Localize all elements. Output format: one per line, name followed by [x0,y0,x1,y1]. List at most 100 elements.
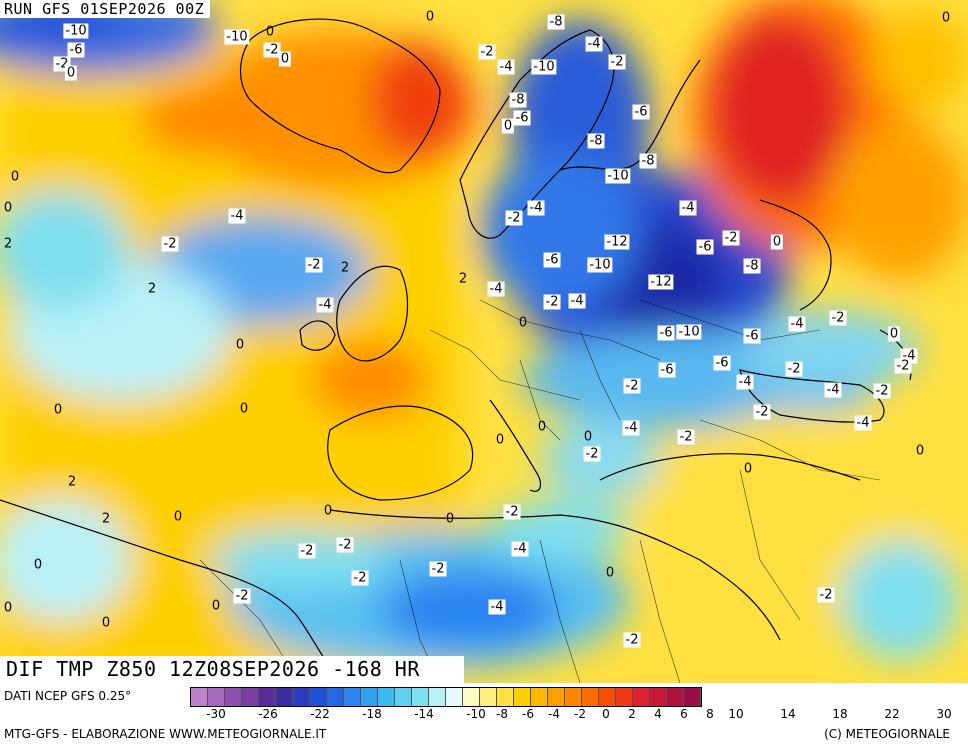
isoline-value-label: -10 [224,29,250,45]
isoline-value-label: -4 [568,293,586,309]
color-swatch [378,688,395,706]
isoline-value-label: -4 [622,420,640,436]
isoline-value-label: -4 [585,36,603,52]
color-scale-tick: -8 [496,707,508,721]
color-swatch [395,688,412,706]
isoline-value-label: -2 [298,543,316,559]
isoline-value-label: -2 [623,632,641,648]
isoline-value-label: 0 [495,432,505,448]
color-swatch [667,688,684,706]
color-scale-tick: 6 [680,707,688,721]
color-scale-tick: -10 [466,707,486,721]
color-swatch [548,688,565,706]
isoline-value-label: -6 [743,328,761,344]
isoline-value-label: -2 [503,504,521,520]
isoline-value-label: -2 [829,310,847,326]
isoline-value-label: -2 [608,54,626,70]
color-scale-tick: 22 [884,707,900,721]
isoline-value-label: 0 [425,9,435,25]
isoline-value-label: 0 [101,615,111,631]
isoline-value-label: -6 [632,104,650,120]
isoline-value-label: 0 [173,509,183,525]
color-scale-tick: 8 [706,707,714,721]
isoline-value-label: 2 [101,511,111,527]
color-scale-ticks: -30 -26 -22 -18 -14 -10 -8 -6 -4 -2 0 2 4 6 8 10 14 18 22 3… [190,707,967,723]
color-swatch [599,688,616,706]
isoline-value-label: -8 [743,258,761,274]
color-swatch [242,688,259,706]
isoline-value-label: -2 [785,361,803,377]
isoline-value-label: 0 [605,565,615,581]
isoline-value-label: -2 [894,358,912,374]
isoline-value-label: -4 [487,281,505,297]
color-scale-tick: -2 [574,707,586,721]
isoline-value-label: 0 [10,169,20,185]
isoline-value-label: 2 [67,474,77,490]
color-swatch [446,688,463,706]
map-canvas [0,0,968,684]
isoline-value-label: -2 [623,378,641,394]
isoline-value-label: 0 [941,10,951,26]
color-swatch [463,688,480,706]
color-swatch [191,688,208,706]
color-scale-tick: 0 [602,707,610,721]
isoline-value-label: 0 [887,326,901,342]
color-scale-tick: -22 [310,707,330,721]
isoline-value-label: -10 [605,168,631,184]
color-swatch [582,688,599,706]
isoline-value-label: -4 [316,297,334,313]
isoline-value-label: 0 [501,118,515,134]
color-scale-tick: 4 [654,707,662,721]
isoline-value-label: -8 [547,14,565,30]
isoline-value-label: 0 [583,429,593,445]
isoline-value-label: -4 [854,415,872,431]
color-scale-tick: -18 [362,707,382,721]
color-swatch [293,688,310,706]
isoline-value-label: 0 [915,443,925,459]
color-scale-tick: -30 [206,707,226,721]
isoline-value-label: -6 [513,110,531,126]
isoline-value-label: 0 [743,461,753,477]
isoline-value-label: -8 [587,133,605,149]
isoline-value-label: -12 [648,274,674,290]
color-scale-tick: 18 [832,707,848,721]
isoline-value-label: -4 [488,599,506,615]
color-swatch [565,688,582,706]
isoline-value-label: 0 [265,24,275,40]
isoline-value-label: 0 [235,337,245,353]
isoline-value-label: -4 [736,374,754,390]
isoline-value-label: -4 [824,382,842,398]
isoline-value-label: 2 [147,281,157,297]
color-swatch [327,688,344,706]
isoline-value-label: 0 [64,65,78,81]
isoline-value-label: -2 [722,230,740,246]
color-scale [190,687,702,707]
isoline-value-label: -8 [509,92,527,108]
isoline-value-label: -2 [873,383,891,399]
color-swatch [361,688,378,706]
isoline-value-label: -6 [67,42,85,58]
isoline-value-label: -8 [639,153,657,169]
color-swatch [497,688,514,706]
credit-label: MTG-GFS - ELABORAZIONE WWW.METEOGIORNALE… [4,727,327,741]
isoline-value-label: -4 [497,59,515,75]
color-swatch [616,688,633,706]
isoline-value-label: -6 [713,355,731,371]
color-scale-tick: 14 [780,707,796,721]
color-swatch [650,688,667,706]
color-scale-tick: 10 [728,707,744,721]
color-swatch [480,688,497,706]
color-scale-tick: 2 [628,707,636,721]
isoline-value-label: 0 [323,503,333,519]
isoline-value-label: -2 [677,429,695,445]
color-swatch [514,688,531,706]
isoline-value-label: 2 [340,260,350,276]
isoline-value-label: -10 [63,23,89,39]
color-swatch [225,688,242,706]
color-swatch [208,688,225,706]
isoline-value-label: 0 [278,51,292,67]
color-swatch [429,688,446,706]
isoline-value-label: -2 [753,404,771,420]
color-scale-tick: 30 [936,707,952,721]
isoline-value-label: 0 [211,598,221,614]
